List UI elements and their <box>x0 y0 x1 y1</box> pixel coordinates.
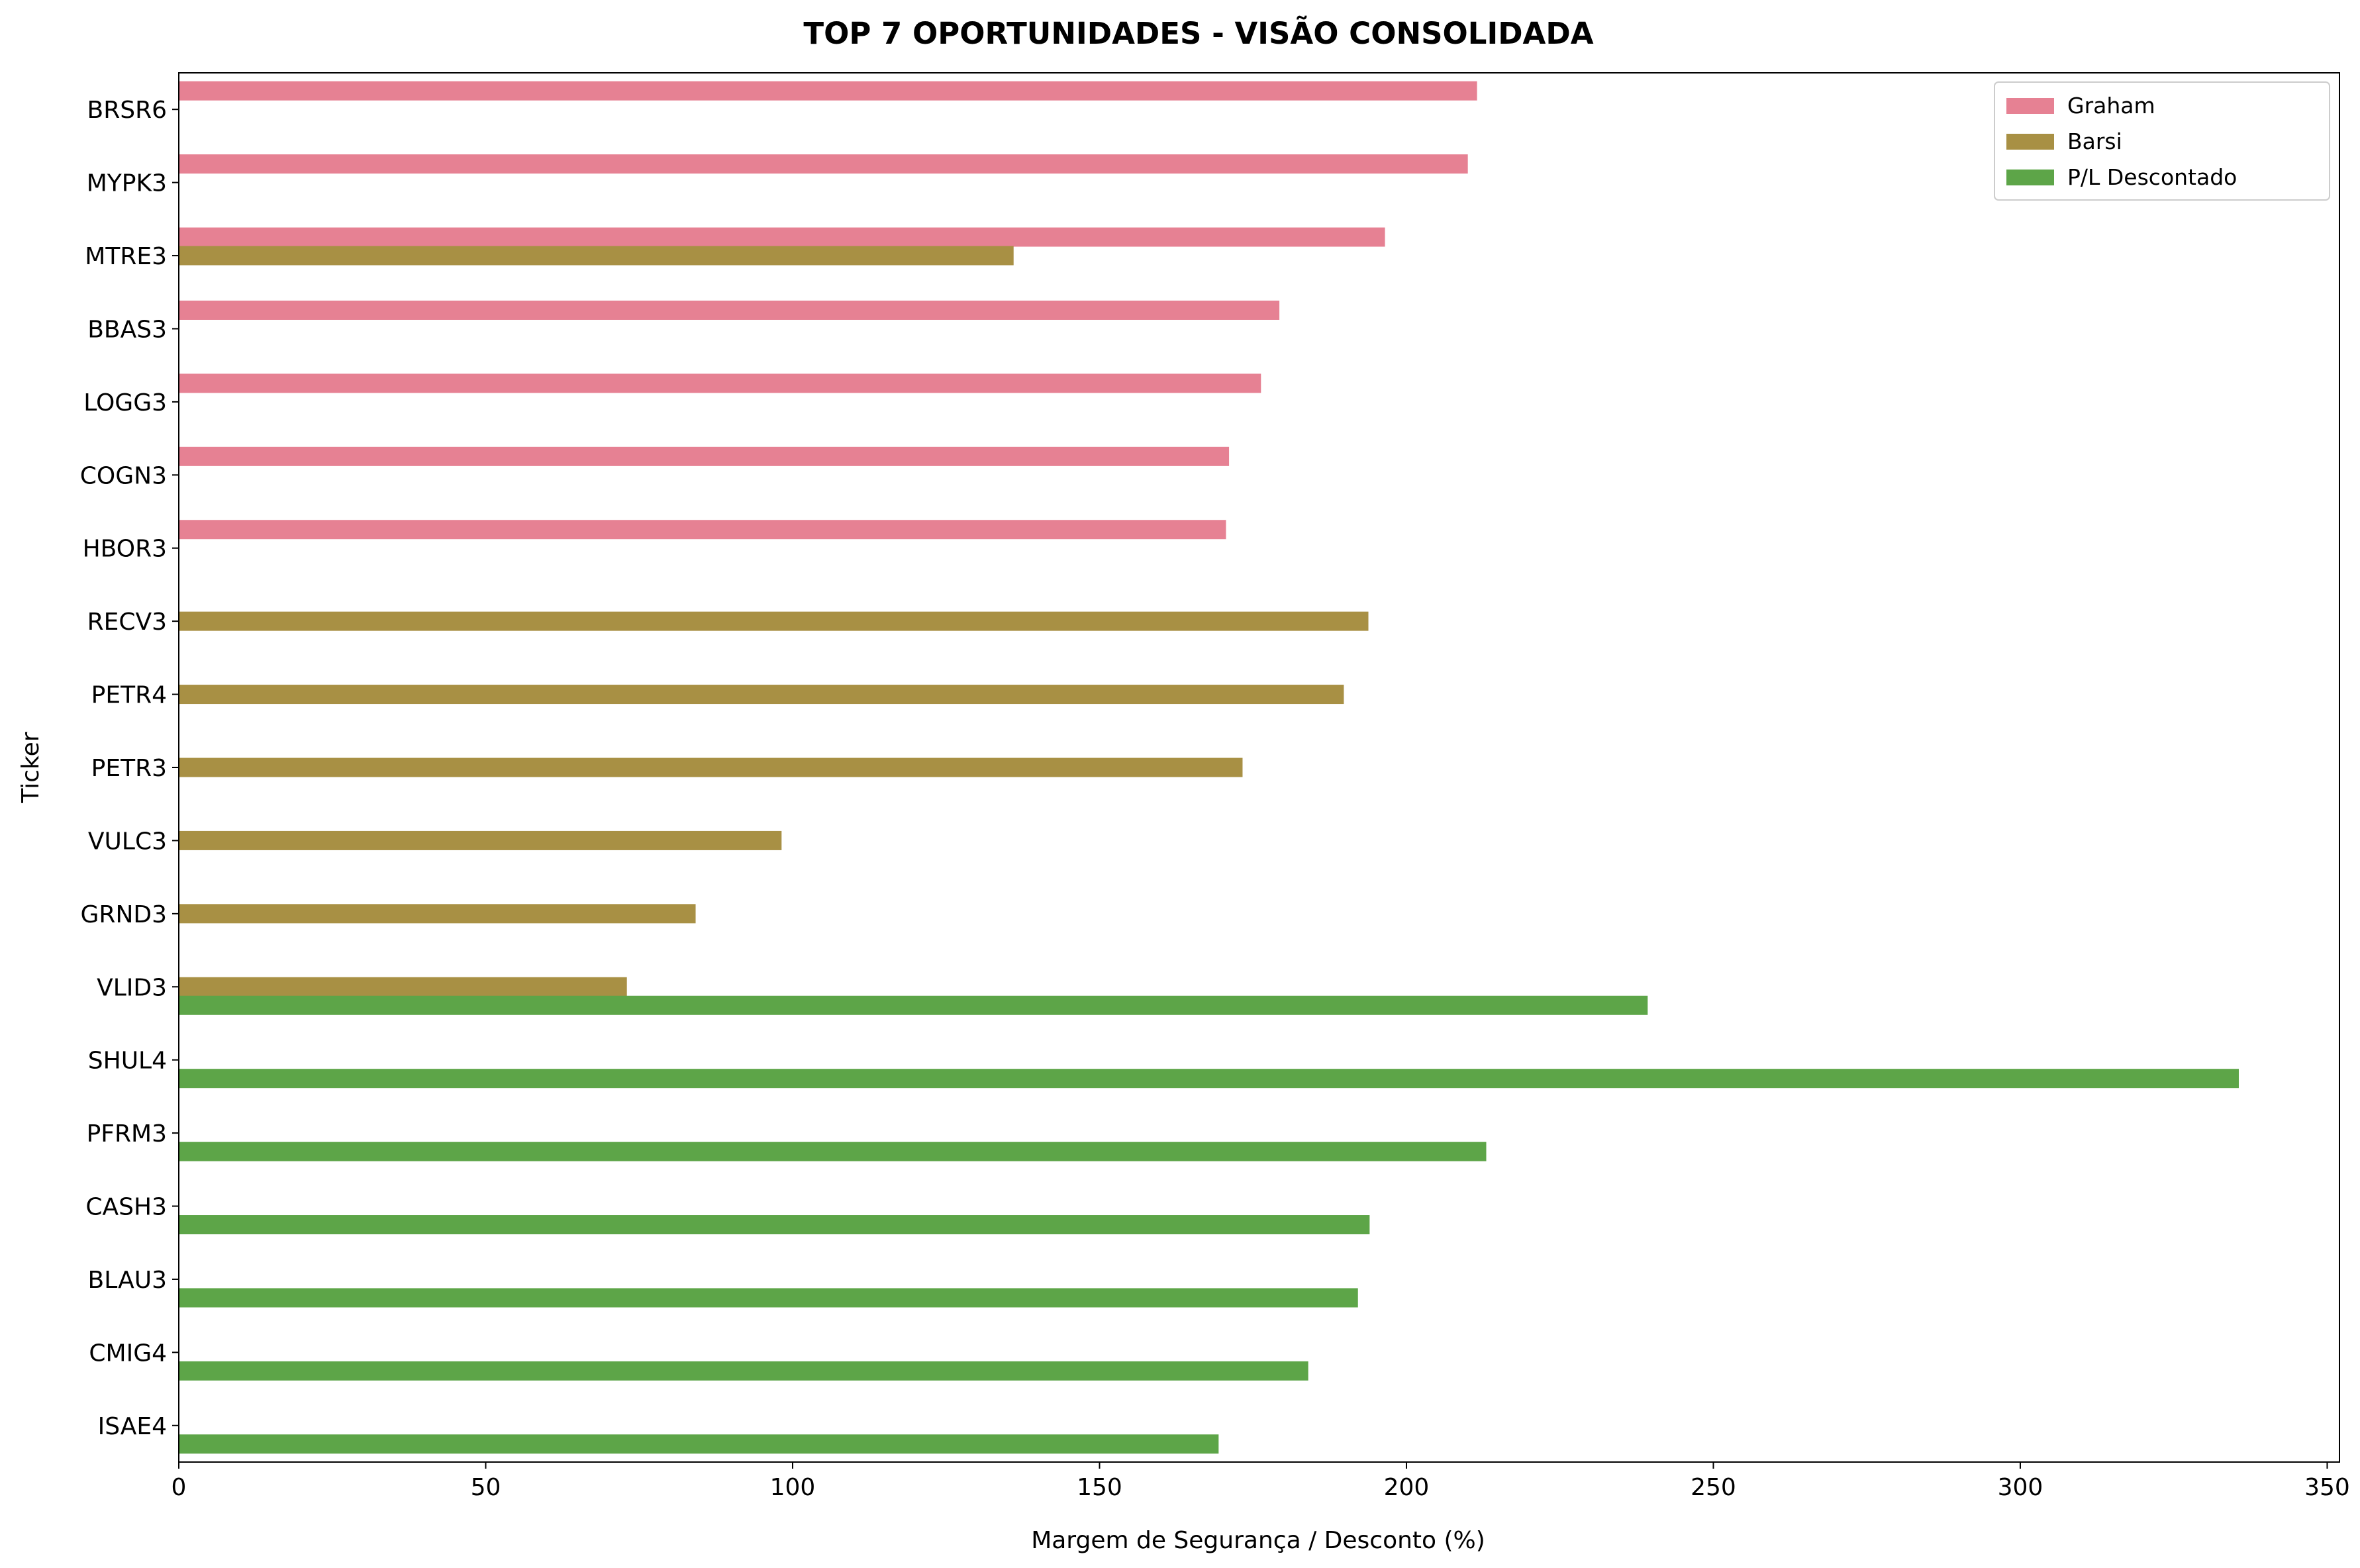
x-tick-label: 100 <box>770 1474 816 1501</box>
bar-vulc3-barsi <box>179 830 782 850</box>
legend-swatch <box>2006 134 2054 150</box>
bar-recv3-barsi <box>179 611 1369 631</box>
y-tick-label: MYPK3 <box>87 170 167 197</box>
y-tick-label: BLAU3 <box>88 1267 167 1294</box>
y-tick-label: VLID3 <box>97 974 167 1001</box>
legend-label: Graham <box>2067 93 2155 119</box>
y-axis: BRSR6 MYPK3 MTRE3 BBAS3 LOGG3 COGN3 HBOR3 RECV3… <box>80 97 179 1440</box>
y-tick-label: CMIG4 <box>89 1340 167 1367</box>
bar-petr3-barsi <box>179 758 1243 777</box>
bar-grnd3-barsi <box>179 904 696 924</box>
bar-brsr6-graham <box>179 81 1477 101</box>
bars-layer <box>179 81 2239 1454</box>
y-tick-label: COGN3 <box>80 462 167 489</box>
x-tick-label: 300 <box>1998 1474 2043 1501</box>
legend-swatch <box>2006 98 2054 114</box>
x-axis-label: Margem de Segurança / Desconto (%) <box>1031 1527 1485 1554</box>
y-tick-label: GRND3 <box>81 901 167 928</box>
bar-petr4-barsi <box>179 685 1344 705</box>
legend-label: P/L Descontado <box>2067 164 2237 190</box>
y-tick-label: VULC3 <box>88 828 167 855</box>
legend: Graham Barsi P/L Descontado <box>1994 81 2330 201</box>
y-tick-label: PFRM3 <box>87 1120 167 1148</box>
legend-frame <box>1994 81 2330 201</box>
bar-vlid3-barsi <box>179 977 627 997</box>
bar-logg3-graham <box>179 373 1261 393</box>
y-tick-label: PETR3 <box>91 755 167 782</box>
chart-title: TOP 7 OPORTUNIDADES - VISÃO CONSOLIDADA <box>803 16 1593 51</box>
y-tick-label: MTRE3 <box>85 243 167 270</box>
bar-cmig4-p-l-descontado <box>179 1361 1308 1381</box>
bar-cash3-p-l-descontado <box>179 1215 1370 1235</box>
y-tick-label: RECV3 <box>87 609 167 636</box>
y-tick-label: ISAE4 <box>98 1413 167 1440</box>
x-tick-label: 0 <box>172 1474 187 1501</box>
x-tick-label: 350 <box>2304 1474 2350 1501</box>
x-tick-label: 150 <box>1077 1474 1122 1501</box>
bar-mtre3-barsi <box>179 246 1014 266</box>
y-tick-label: LOGG3 <box>83 389 167 416</box>
x-tick-label: 50 <box>471 1474 501 1501</box>
y-tick-label: SHUL4 <box>88 1048 167 1075</box>
bar-isae4-p-l-descontado <box>179 1434 1219 1454</box>
x-tick-label: 200 <box>1384 1474 1430 1501</box>
legend-label: Barsi <box>2067 128 2122 154</box>
bar-vlid3-p-l-descontado <box>179 995 1648 1015</box>
y-tick-label: CASH3 <box>85 1194 167 1221</box>
bar-hbor3-graham <box>179 520 1226 540</box>
y-tick-label: PETR4 <box>91 682 167 709</box>
x-axis: 0 50 100 150 200 250 300 350 <box>172 1462 2350 1501</box>
bar-pfrm3-p-l-descontado <box>179 1142 1487 1161</box>
bar-cogn3-graham <box>179 446 1230 466</box>
plot-area: BRSR6 MYPK3 MTRE3 BBAS3 LOGG3 COGN3 HBOR3 RECV3… <box>80 72 2350 1501</box>
x-tick-label: 250 <box>1691 1474 1736 1501</box>
bar-blau3-p-l-descontado <box>179 1288 1358 1308</box>
legend-swatch <box>2006 170 2054 185</box>
y-tick-label: BBAS3 <box>87 316 167 343</box>
y-tick-label: HBOR3 <box>83 536 167 563</box>
bar-bbas3-graham <box>179 300 1280 320</box>
bar-mtre3-graham <box>179 227 1385 247</box>
bar-shul4-p-l-descontado <box>179 1069 2239 1089</box>
y-tick-label: BRSR6 <box>87 97 167 124</box>
bar-mypk3-graham <box>179 154 1468 174</box>
y-axis-label: Ticker <box>17 732 44 803</box>
